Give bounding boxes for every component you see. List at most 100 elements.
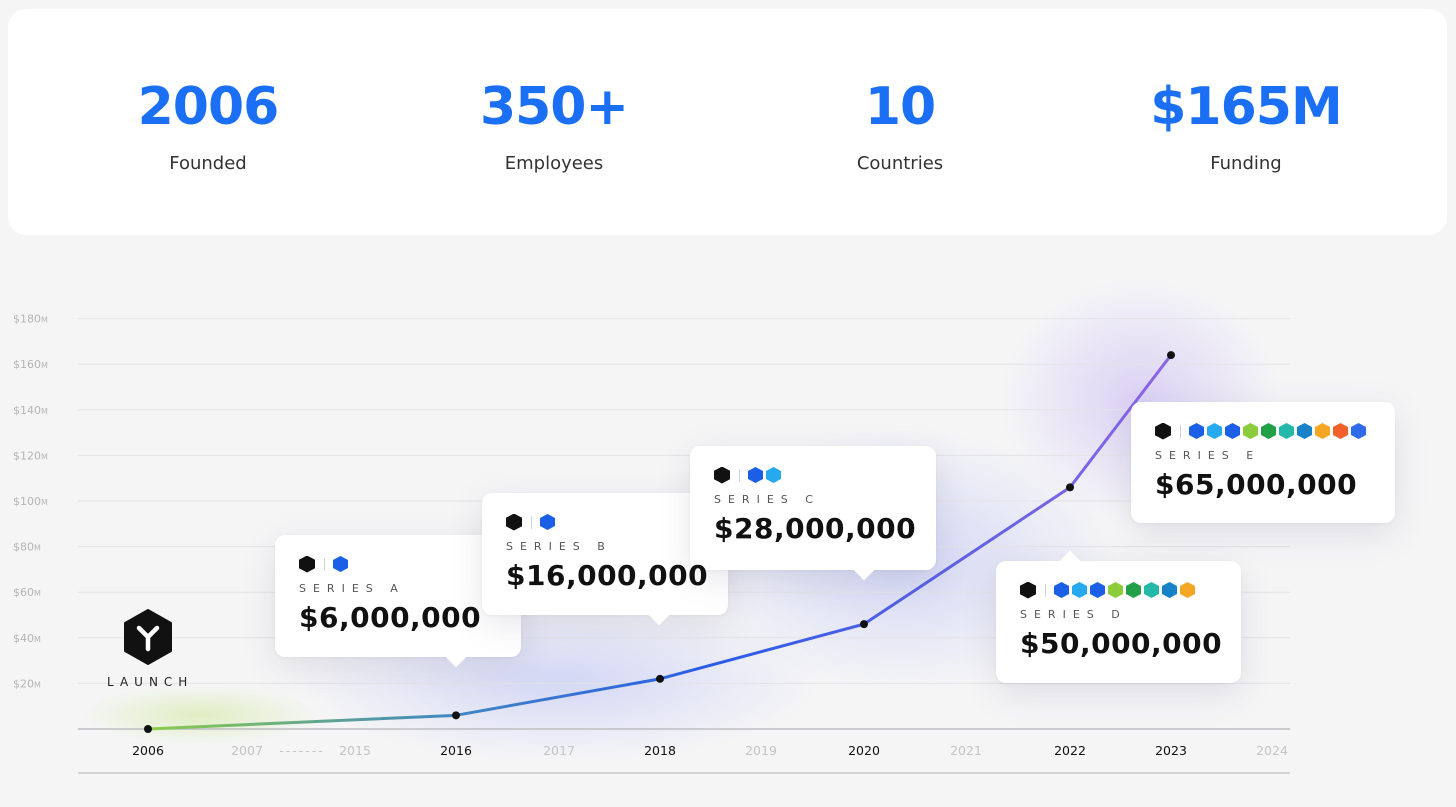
x-axis: 2006 2007 ------- 2015 2016 2017 2018 2019 2020 2… xyxy=(132,743,1288,758)
stat-label: Funding xyxy=(1210,153,1282,174)
series-label: SERIES D xyxy=(1020,608,1127,621)
data-point xyxy=(452,711,460,720)
stat-label: Countries xyxy=(856,153,944,174)
company-logo-icon xyxy=(1155,422,1171,440)
launch-marker: LAUNCH xyxy=(104,609,194,689)
x-tick-label: 2024 xyxy=(1256,743,1288,758)
x-tick-label: 2016 xyxy=(440,743,472,758)
x-tick-label: 2020 xyxy=(848,743,880,758)
investor-logo-icon xyxy=(766,467,781,483)
company-logo-icon xyxy=(506,513,522,531)
x-tick-label: 2023 xyxy=(1155,743,1187,758)
x-tick-label: 2017 xyxy=(543,743,575,758)
stat-employees: 350+ Employees xyxy=(404,81,704,174)
y-axis: $20M $40M $60M $80M $100M $120M $140M $160M $180… xyxy=(13,313,48,691)
y-tick-label: $180M xyxy=(13,313,48,326)
card-series-c: SERIES C $28,000,000 xyxy=(690,446,936,581)
stat-label: Founded xyxy=(169,153,247,174)
investor-logo-icon xyxy=(1090,582,1105,598)
y-tick-label: $120M xyxy=(13,449,48,462)
investor-logos xyxy=(299,555,521,573)
data-point xyxy=(860,620,868,629)
data-points xyxy=(144,351,1175,733)
logo-separator xyxy=(739,468,740,482)
stat-countries: 10 Countries xyxy=(750,81,1050,174)
company-logo-icon xyxy=(714,466,730,484)
investor-logo-icon xyxy=(1261,423,1276,439)
investor-logo-icon xyxy=(1180,582,1195,598)
series-label: SERIES B xyxy=(506,540,612,553)
series-amount: $65,000,000 xyxy=(1155,468,1358,501)
logo-separator xyxy=(1180,424,1181,438)
investor-logo-icon xyxy=(748,467,763,483)
investor-logo-icon xyxy=(1072,582,1087,598)
investor-logos xyxy=(1155,422,1395,440)
x-tick-label: 2015 xyxy=(339,743,371,758)
investor-logo-icon xyxy=(1054,582,1069,598)
investor-logo-icon xyxy=(1162,582,1177,598)
stat-founded: 2006 Founded xyxy=(58,81,358,174)
investor-logo-icon xyxy=(1297,423,1312,439)
funding-line xyxy=(146,353,1173,731)
investor-logo-icon xyxy=(333,556,348,572)
company-logo-icon xyxy=(1020,581,1036,599)
y-tick-label: $80M xyxy=(13,541,41,554)
investor-logo-icon xyxy=(1351,423,1366,439)
x-tick-label: ------- xyxy=(279,743,325,758)
logo-separator xyxy=(531,515,532,529)
investor-logos xyxy=(714,466,936,484)
investor-logo-icon xyxy=(1225,423,1240,439)
card-series-a: SERIES A $6,000,000 xyxy=(275,535,521,668)
series-amount: $50,000,000 xyxy=(1020,627,1223,660)
stat-value: 10 xyxy=(864,77,936,137)
y-tick-label: $40M xyxy=(13,632,41,645)
x-tick-label: 2019 xyxy=(745,743,777,758)
stats-panel: 2006 Founded 350+ Employees 10 Countries… xyxy=(8,9,1447,235)
y-tick-label: $60M xyxy=(13,586,41,599)
y-tick-label: $100M xyxy=(13,495,48,508)
stat-value: 350+ xyxy=(479,77,629,137)
stat-value: $165M xyxy=(1150,77,1342,137)
data-point xyxy=(656,674,664,683)
investor-logo-icon xyxy=(1126,582,1141,598)
series-amount: $6,000,000 xyxy=(299,601,482,634)
logo-separator xyxy=(1045,583,1046,597)
stat-label: Employees xyxy=(504,153,604,174)
card-series-e: SERIES E $65,000,000 xyxy=(1131,402,1395,523)
x-tick-label: 2018 xyxy=(644,743,676,758)
series-amount: $28,000,000 xyxy=(714,512,917,545)
y-tick-label: $140M xyxy=(13,404,48,417)
y-tick-label: $160M xyxy=(13,358,48,371)
x-tick-label: 2022 xyxy=(1054,743,1086,758)
investor-logo-icon xyxy=(1333,423,1348,439)
stat-value: 2006 xyxy=(137,77,280,137)
company-logo-icon xyxy=(299,555,315,573)
series-label: SERIES E xyxy=(1155,449,1261,462)
investor-logo-icon xyxy=(1315,423,1330,439)
card-series-b: SERIES B $16,000,000 xyxy=(482,493,728,626)
investor-logo-icon xyxy=(1207,423,1222,439)
launch-label: LAUNCH xyxy=(107,675,194,689)
x-tick-label: 2006 xyxy=(132,743,164,758)
y-tick-label: $20M xyxy=(13,677,41,690)
x-tick-label: 2021 xyxy=(950,743,982,758)
stat-funding: $165M Funding xyxy=(1096,81,1396,174)
company-logo-icon xyxy=(124,609,172,665)
data-point xyxy=(1066,483,1074,492)
investor-logo-icon xyxy=(1279,423,1294,439)
card-series-d: SERIES D $50,000,000 xyxy=(996,550,1241,683)
investor-logo-icon xyxy=(1243,423,1258,439)
investor-logo-icon xyxy=(540,514,555,530)
investor-logo-icon xyxy=(1189,423,1204,439)
data-point xyxy=(144,725,152,733)
investor-logo-icon xyxy=(1108,582,1123,598)
data-point xyxy=(1167,351,1175,360)
series-label: SERIES A xyxy=(299,582,405,595)
series-label: SERIES C xyxy=(714,493,820,506)
series-amount: $16,000,000 xyxy=(506,559,709,592)
investor-logo-icon xyxy=(1144,582,1159,598)
investor-logos xyxy=(1020,581,1241,599)
x-tick-label: 2007 xyxy=(231,743,263,758)
logo-separator xyxy=(324,557,325,571)
investor-logos xyxy=(506,513,728,531)
